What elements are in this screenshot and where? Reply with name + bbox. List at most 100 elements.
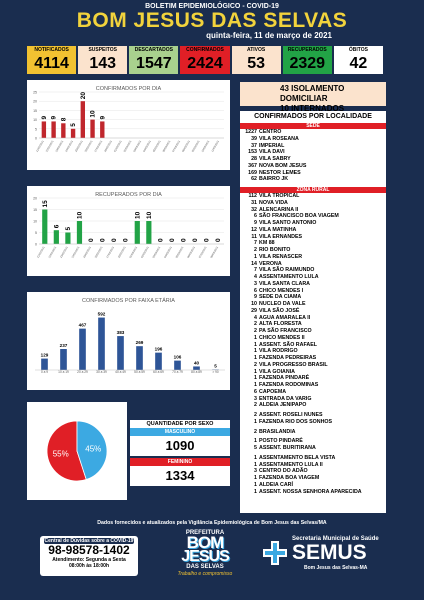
data-label: 383 <box>117 330 125 335</box>
list-item: 1 FAZENDA BOA VIAGEM <box>242 475 386 482</box>
list-item: 4 ASSENTAMENTO LULA <box>242 274 386 281</box>
data-label: 592 <box>98 312 106 317</box>
rural-list: 112 VILA TROPICAL 31 NOVA VIDA 32 ALENCARINA … <box>240 193 386 495</box>
x-tick-label: 40 a 49 <box>115 370 126 374</box>
list-item-count: 62 <box>251 176 257 183</box>
list-item-name: POSTO PINDARÉ <box>259 438 303 445</box>
x-tick-label: 20 a 29 <box>77 370 88 374</box>
list-item-name: VILA SANTA CLARA <box>259 280 311 287</box>
list-item-count: 1 <box>254 355 257 361</box>
list-item-count: 28 <box>251 156 257 162</box>
list-item-name: ALDEIA CARÍ <box>259 481 293 488</box>
central-title: Central de Dúvidas sobre a COVID-19 <box>44 538 134 544</box>
central-hours: Atendimento: Segunda a Sexta <box>52 557 126 563</box>
x-tick-label: 50 a 59 <box>134 370 145 374</box>
data-label: 9 <box>51 115 58 119</box>
x-tick-label: 22/02/2021 <box>45 139 55 153</box>
stat-value: 53 <box>231 54 281 74</box>
list-item: 39 VILA ROSEANA <box>242 136 386 143</box>
bar <box>41 121 47 138</box>
central-hours-2: 08:00h às 18:00h <box>68 563 110 569</box>
stat-value: 42 <box>333 54 383 74</box>
x-tick-label: 80 a 89 <box>191 370 202 374</box>
data-label: 6 <box>53 224 60 228</box>
bar <box>79 328 86 370</box>
bar <box>80 101 86 138</box>
x-tick-label: 10/03/2021 <box>200 139 210 153</box>
data-label: 0 <box>192 238 199 242</box>
data-label: 0 <box>88 238 95 242</box>
sede-label: SEDE <box>240 123 386 129</box>
x-tick-label: 06/03/2021 <box>161 139 171 153</box>
data-label: 0 <box>111 238 118 242</box>
list-item-name: NOVA VIDA <box>259 199 288 206</box>
list-item-count: 1227 <box>245 129 257 135</box>
stat-label: NOTIFICADOS <box>27 46 77 54</box>
list-item-name: CENTRO <box>259 129 282 135</box>
data-label: 467 <box>79 323 87 328</box>
list-item: 3 VILA SANTA CLARA <box>242 281 386 288</box>
list-item: 2 ALTA FLORESTA <box>242 321 386 328</box>
list-item: 1 CHICO MENDES II <box>242 335 386 342</box>
sex-title: QUANTIDADE POR SEXO <box>130 420 230 428</box>
stat-value: 2424 <box>180 54 230 74</box>
list-item: 7 VILA SÃO RAIMUNDO <box>242 267 386 274</box>
x-tick-label: 28/02/2021 <box>103 139 113 153</box>
localidade-panel: CONFIRMADOS POR LOCALIDADE SEDE 1227 CENT… <box>240 111 386 513</box>
list-item-count: 1 <box>254 475 257 481</box>
bar <box>60 349 67 370</box>
data-label: 9 <box>99 115 106 119</box>
x-tick-label: 24/02/2021 <box>70 245 80 259</box>
data-label: 15 <box>42 200 49 208</box>
list-item-name: NUCLEO DA VALE <box>259 301 306 307</box>
list-item-name: VERONA <box>259 260 282 267</box>
bulletin-date: quinta-feira, 11 de março de 2021 <box>206 31 332 40</box>
list-item-name: VILA SABRY <box>259 156 291 162</box>
list-item-count: 3 <box>254 280 257 287</box>
list-item: 5 ASSENT. BURITIRANA <box>242 445 386 452</box>
x-tick-label: 26/02/2021 <box>94 245 104 259</box>
data-label: 0 <box>157 238 164 242</box>
y-tick-label: 5 <box>35 127 37 131</box>
list-item-name: VILA GOIANIA <box>259 368 295 375</box>
data-label: 237 <box>60 343 68 348</box>
list-item: 1 ASSENTAMENTO BELA VISTA <box>242 455 386 462</box>
x-tick-label: 0 a 9 <box>41 370 48 374</box>
pie-label: 55% <box>53 450 69 459</box>
central-phone: 98-98578-1402 <box>48 543 130 557</box>
bar <box>98 317 105 370</box>
list-item-name: ASSENT. BURITIRANA <box>259 445 316 451</box>
bar <box>155 352 162 370</box>
cross-icon <box>263 541 287 565</box>
list-item-name: FAZENDA PEDREIRAS <box>259 355 317 361</box>
list-item-name: SÃO FRANCISCO BOA VIAGEM <box>259 213 339 220</box>
list-item: 1 FAZENDA RODOMINAS <box>242 382 386 389</box>
list-item: 112 VILA TROPICAL <box>242 193 386 200</box>
bar <box>117 336 124 370</box>
stat-value: 143 <box>78 54 128 74</box>
sex-counts: QUANTIDADE POR SEXO MASCULINO 1090 FEMIN… <box>130 420 230 486</box>
list-item: 62 BAIRRO JK <box>242 176 386 183</box>
bar <box>70 128 76 138</box>
stat-label: CONFIRMADOS <box>180 46 230 54</box>
female-value: 1334 <box>130 466 230 486</box>
list-item: 11 VILA ERNANDES <box>242 234 386 241</box>
list-item-name: FAZENDA RIO DOS SONHOS <box>259 418 333 425</box>
pie-svg: 55% 45% <box>46 420 108 482</box>
chart-faixa-etaria-svg: 129 0 a 9 237 10 a 19 467 20 a 29 592 30 a 39 38… <box>35 312 225 374</box>
x-tick-label: 25/02/2021 <box>82 245 92 259</box>
data-label: 9 <box>41 115 48 119</box>
y-tick-label: 10 <box>33 118 37 122</box>
male-label: MASCULINO <box>130 428 230 436</box>
list-item-count: 1 <box>254 375 257 382</box>
bar <box>146 221 152 244</box>
list-item: 2 PA SÃO FRANCISCO <box>242 328 386 335</box>
list-item: 1 ASSENT. NOSSA SENHORA APARECIDA <box>242 489 386 496</box>
x-tick-label: 26/02/2021 <box>83 139 93 153</box>
list-item-name: ASSENT. SÃO RAFAEL <box>259 341 317 348</box>
list-item: 14 VERONA <box>242 261 386 268</box>
list-item-count: 367 <box>248 162 257 169</box>
bar <box>100 121 105 138</box>
rural-label: ZONA RURAL <box>240 187 386 193</box>
x-tick-label: 21/02/2021 <box>35 139 45 153</box>
